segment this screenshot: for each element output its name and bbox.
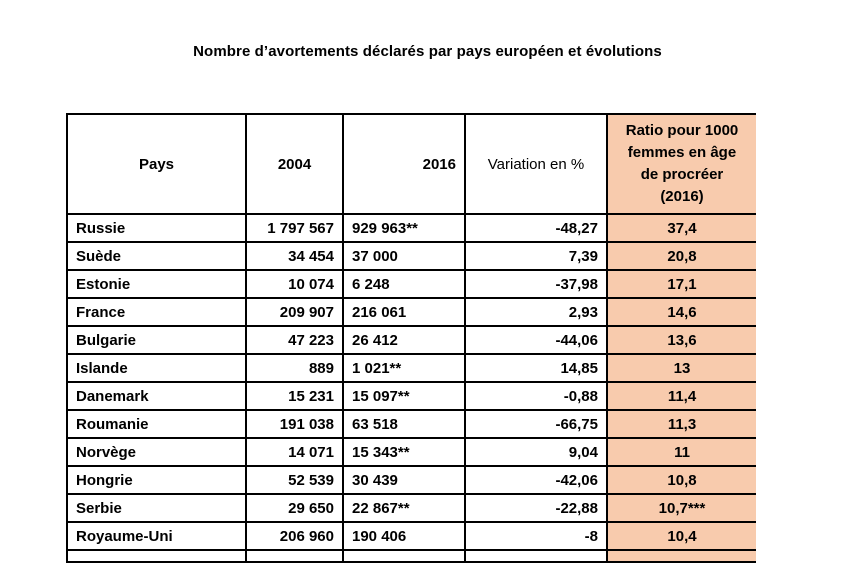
cell-variation: -66,75 — [464, 411, 606, 439]
cell-variation: 7,39 — [464, 243, 606, 271]
cell-country: Russie — [66, 215, 245, 243]
cell-2004: 34 454 — [245, 243, 342, 271]
cell-2004: 1 797 567 — [245, 215, 342, 243]
table-row: Norvège 14 071 15 343** 9,04 11 — [66, 439, 756, 467]
cell-variation: -0,88 — [464, 383, 606, 411]
cell-variation: 2,93 — [464, 299, 606, 327]
cell-country: Estonie — [66, 271, 245, 299]
cell-2004: 14 071 — [245, 439, 342, 467]
table-row: France 209 907 216 061 2,93 14,6 — [66, 299, 756, 327]
cell-2004: 47 223 — [245, 327, 342, 355]
cell-variation: -44,06 — [464, 327, 606, 355]
cell-ratio: 10,8 — [606, 467, 756, 495]
cell-empty — [66, 551, 245, 563]
cell-2004: 191 038 — [245, 411, 342, 439]
cell-2004: 29 650 — [245, 495, 342, 523]
cell-country: Hongrie — [66, 467, 245, 495]
cell-2016: 216 061 — [342, 299, 464, 327]
cell-2016: 6 248 — [342, 271, 464, 299]
cell-country: France — [66, 299, 245, 327]
table-header: Pays 2004 2016 Variation en % Ratio pour 100… — [66, 113, 756, 215]
cell-ratio: 20,8 — [606, 243, 756, 271]
page-title: Nombre d’avortements déclarés par pays e… — [193, 43, 662, 60]
header-row: Pays 2004 2016 Variation en % Ratio pour 100… — [66, 113, 756, 215]
cell-ratio: 13 — [606, 355, 756, 383]
cell-2004: 889 — [245, 355, 342, 383]
cell-variation: -37,98 — [464, 271, 606, 299]
cell-variation: -8 — [464, 523, 606, 551]
cell-ratio: 37,4 — [606, 215, 756, 243]
table-row: Royaume-Uni 206 960 190 406 -8 10,4 — [66, 523, 756, 551]
cell-ratio: 13,6 — [606, 327, 756, 355]
cell-country: Bulgarie — [66, 327, 245, 355]
cell-variation: 14,85 — [464, 355, 606, 383]
table-row: Estonie 10 074 6 248 -37,98 17,1 — [66, 271, 756, 299]
table-row: Suède 34 454 37 000 7,39 20,8 — [66, 243, 756, 271]
cell-country: Islande — [66, 355, 245, 383]
cell-ratio: 14,6 — [606, 299, 756, 327]
column-header-pays: Pays — [66, 113, 245, 215]
table-row: Islande 889 1 021** 14,85 13 — [66, 355, 756, 383]
cell-2016: 63 518 — [342, 411, 464, 439]
cell-2016: 26 412 — [342, 327, 464, 355]
cell-country: Norvège — [66, 439, 245, 467]
cell-2004: 209 907 — [245, 299, 342, 327]
cell-2016: 929 963** — [342, 215, 464, 243]
cell-ratio: 17,1 — [606, 271, 756, 299]
cell-2016: 30 439 — [342, 467, 464, 495]
column-header-variation: Variation en % — [464, 113, 606, 215]
cell-empty — [342, 551, 464, 563]
cell-2016: 15 343** — [342, 439, 464, 467]
table-body: Russie 1 797 567 929 963** -48,27 37,4 Suède 3… — [66, 215, 756, 563]
cell-2016: 15 097** — [342, 383, 464, 411]
cell-2004: 10 074 — [245, 271, 342, 299]
cell-country: Serbie — [66, 495, 245, 523]
cell-variation: -48,27 — [464, 215, 606, 243]
cell-variation: -42,06 — [464, 467, 606, 495]
cell-variation: -22,88 — [464, 495, 606, 523]
column-header-2004: 2004 — [245, 113, 342, 215]
cell-2004: 15 231 — [245, 383, 342, 411]
cell-country: Danemark — [66, 383, 245, 411]
cell-ratio: 10,7*** — [606, 495, 756, 523]
cell-2004: 52 539 — [245, 467, 342, 495]
cell-empty — [245, 551, 342, 563]
cell-ratio: 10,4 — [606, 523, 756, 551]
cell-country: Royaume-Uni — [66, 523, 245, 551]
cell-2016: 1 021** — [342, 355, 464, 383]
table-row: Serbie 29 650 22 867** -22,88 10,7*** — [66, 495, 756, 523]
table-row: Russie 1 797 567 929 963** -48,27 37,4 — [66, 215, 756, 243]
table-row: Hongrie 52 539 30 439 -42,06 10,8 — [66, 467, 756, 495]
cell-country: Suède — [66, 243, 245, 271]
cell-ratio: 11,3 — [606, 411, 756, 439]
cell-empty — [606, 551, 756, 563]
table-row: Danemark 15 231 15 097** -0,88 11,4 — [66, 383, 756, 411]
cell-empty — [464, 551, 606, 563]
column-header-2016: 2016 — [342, 113, 464, 215]
table-row: Roumanie 191 038 63 518 -66,75 11,3 — [66, 411, 756, 439]
column-header-ratio: Ratio pour 1000 femmes en âge de procrée… — [606, 113, 756, 215]
cell-ratio: 11,4 — [606, 383, 756, 411]
table-row: Bulgarie 47 223 26 412 -44,06 13,6 — [66, 327, 756, 355]
cell-2004: 206 960 — [245, 523, 342, 551]
data-table: Pays 2004 2016 Variation en % Ratio pour 100… — [66, 113, 756, 563]
cell-2016: 22 867** — [342, 495, 464, 523]
cell-ratio: 11 — [606, 439, 756, 467]
cell-2016: 190 406 — [342, 523, 464, 551]
cell-country: Roumanie — [66, 411, 245, 439]
cell-variation: 9,04 — [464, 439, 606, 467]
abortion-stats-table: Pays 2004 2016 Variation en % Ratio pour 100… — [66, 113, 756, 563]
table-row-partial — [66, 551, 756, 563]
cell-2016: 37 000 — [342, 243, 464, 271]
